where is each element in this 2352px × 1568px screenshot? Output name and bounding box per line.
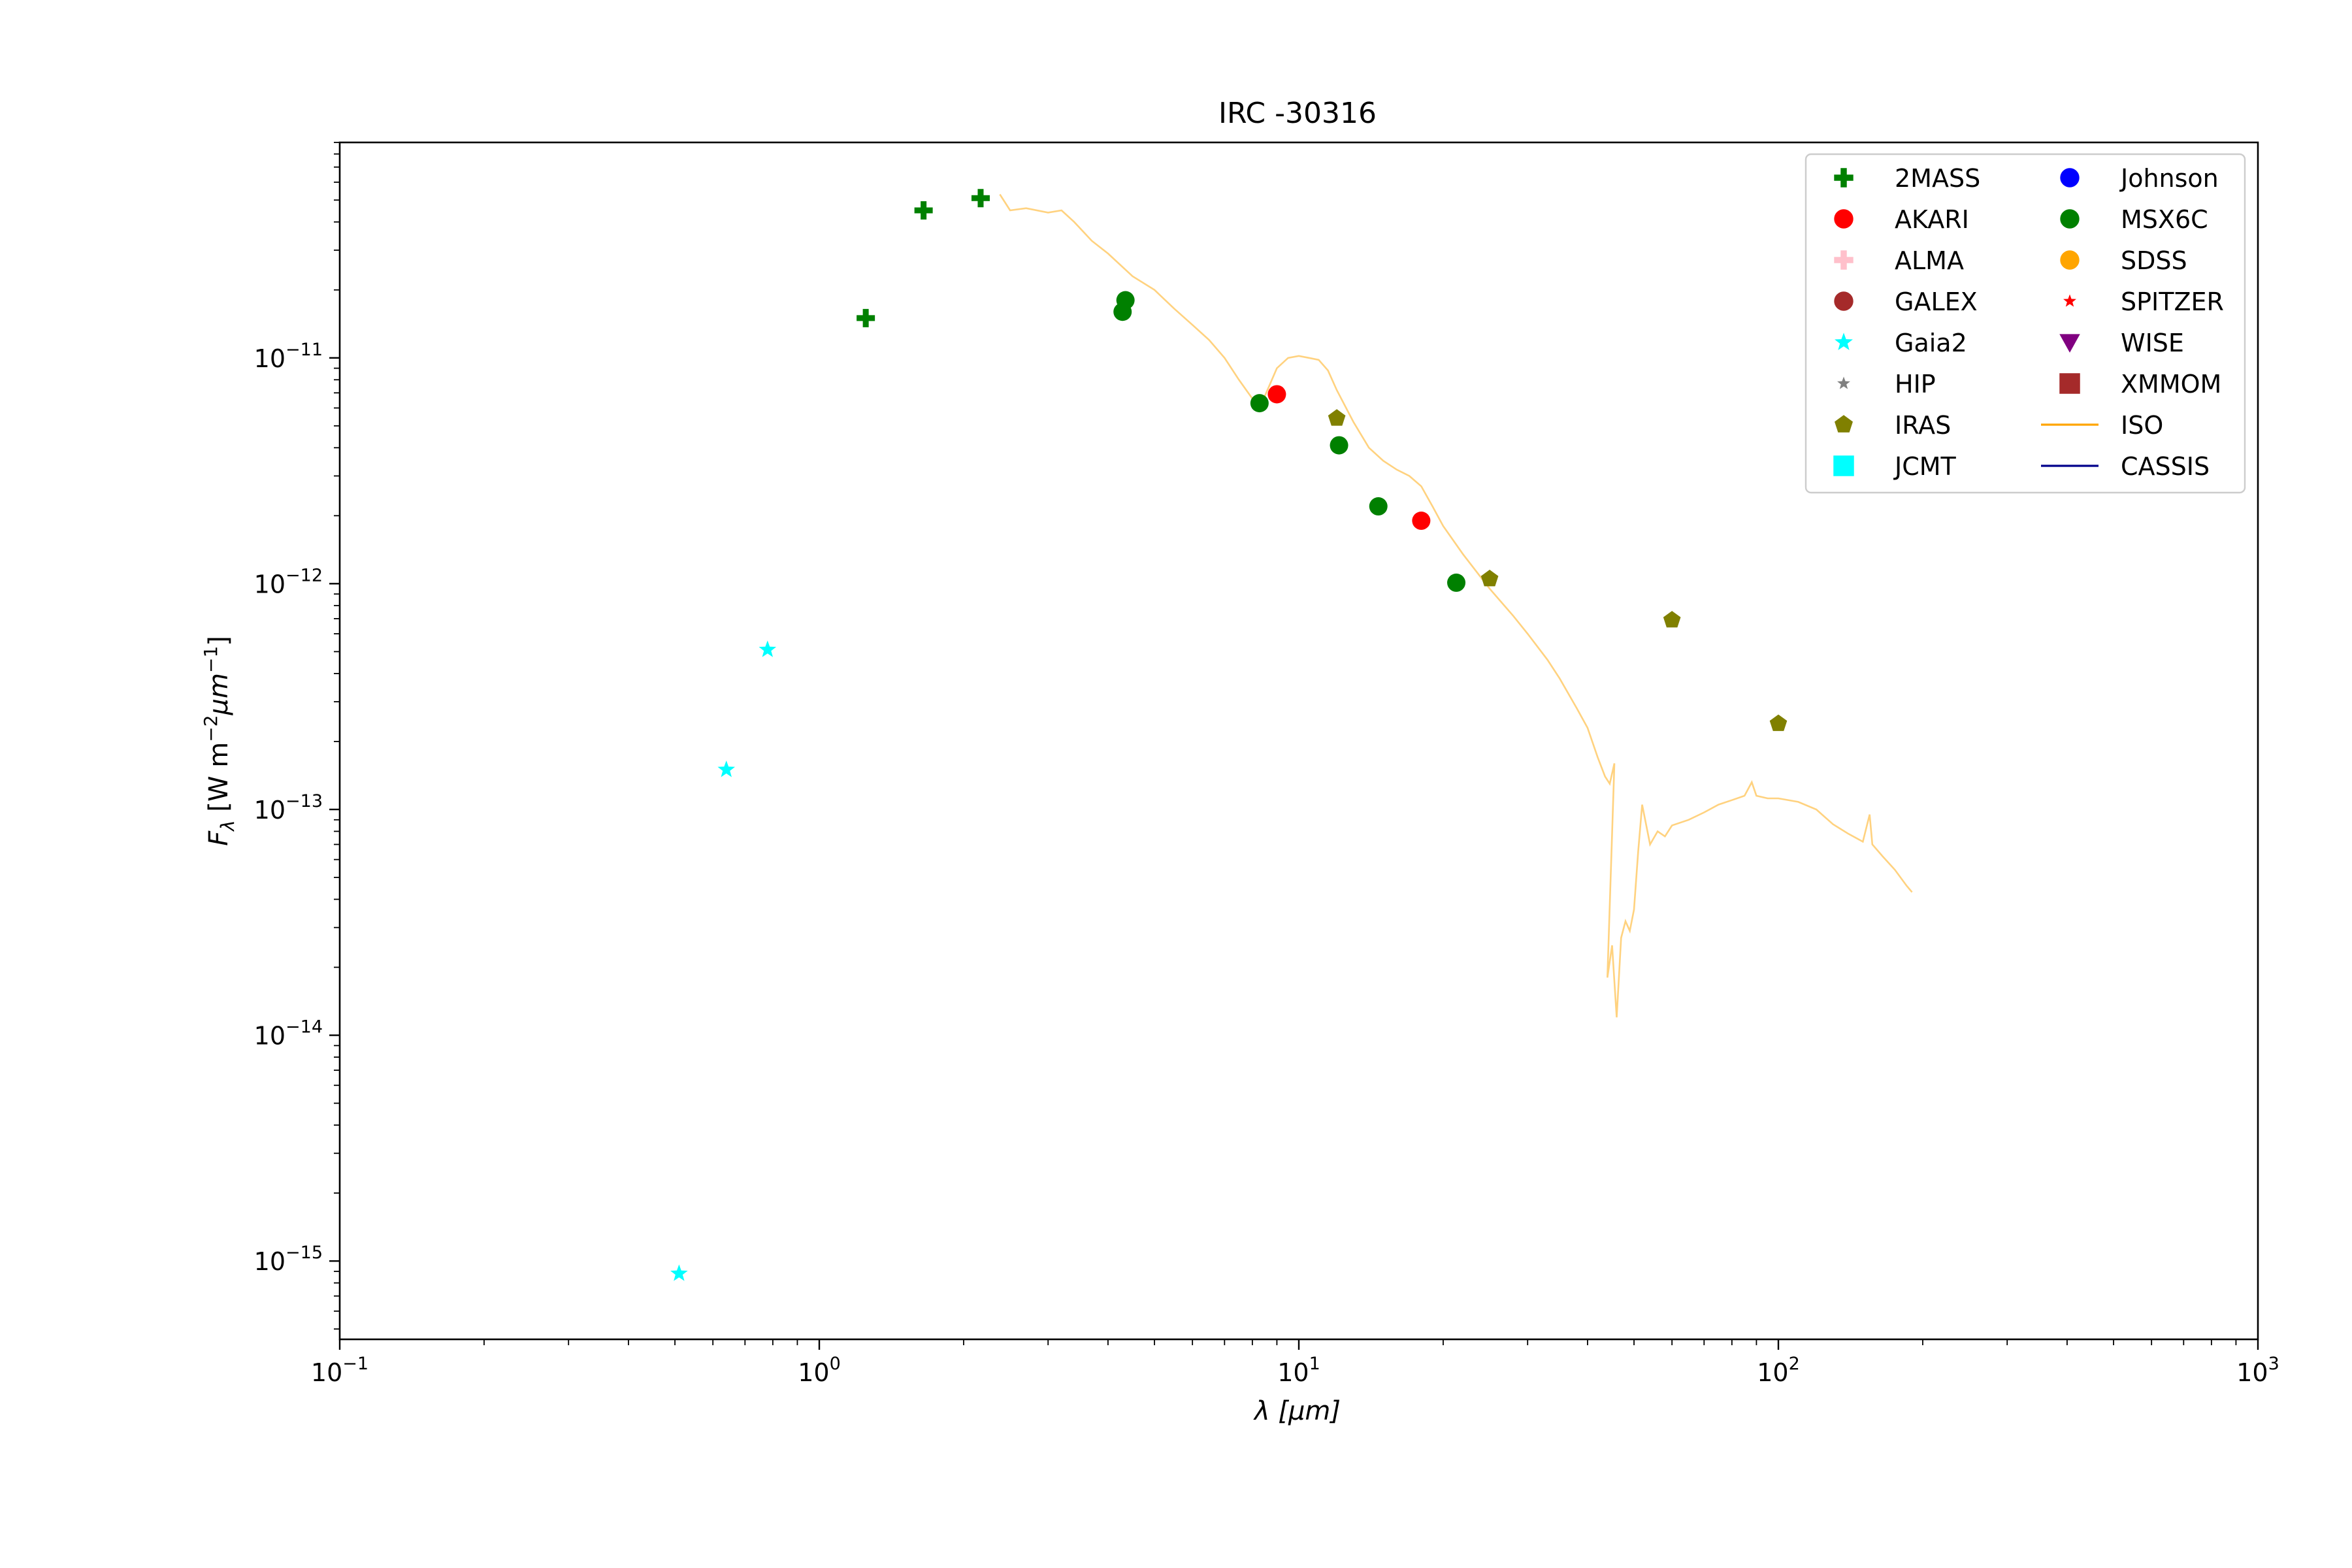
y-tick-label: 10−13: [254, 791, 323, 825]
akari-point-2: [1412, 512, 1431, 531]
y-axis-label: Fλ [W m−2μm−1]: [200, 636, 238, 846]
x-tick-label: 100: [798, 1354, 841, 1387]
legend-johnson-label: Johnson: [2119, 164, 2219, 193]
y-tick-label: 10−12: [254, 565, 323, 598]
gaia2-point-2: [717, 760, 736, 777]
msx6c-point-4: [1330, 436, 1348, 455]
msx6c-point-3: [1250, 394, 1269, 413]
legend-xmmom-label: XMMOM: [2121, 370, 2221, 399]
plot-area: [670, 189, 1913, 1281]
legend-wise-label: WISE: [2121, 329, 2184, 357]
x-tick-label: 101: [1277, 1354, 1320, 1387]
legend-alma-label: ALMA: [1895, 246, 1964, 275]
2mass-point-3: [971, 189, 990, 208]
gaia2-point-3: [759, 640, 777, 657]
iras-point-2: [1480, 570, 1499, 587]
legend-alma-swatch: [1834, 250, 1854, 270]
legend-sdss-swatch: [2060, 250, 2080, 270]
legend-galex-label: GALEX: [1895, 287, 1978, 316]
y-tick-label: 10−15: [254, 1243, 323, 1276]
legend-iso-label: ISO: [2121, 411, 2163, 440]
iras-point-1: [1328, 409, 1346, 426]
legend-iras-swatch: [1835, 415, 1853, 433]
iras-point-4: [1769, 714, 1788, 731]
chart-title: IRC -30316: [1218, 97, 1377, 130]
legend-wise-swatch: [2059, 334, 2080, 353]
2mass-point-1: [857, 308, 875, 327]
legend: 2MASS AKARI ALMA GALEX Gaia2 HIP IRAS JCMT Johns…: [1805, 153, 2246, 494]
legend-msx6c-swatch: [2060, 209, 2080, 229]
legend-hip-swatch: [1837, 376, 1850, 389]
legend-msx6c-label: MSX6C: [2121, 205, 2208, 234]
msx6c-point-2: [1116, 291, 1135, 310]
legend-cassis-label: CASSIS: [2121, 452, 2210, 481]
legend-galex-swatch: [1834, 291, 1854, 311]
legend-hip-label: HIP: [1895, 370, 1936, 399]
legend-jcmt-swatch: [1833, 455, 1854, 476]
iras-point-3: [1663, 611, 1681, 628]
legend-akari-swatch: [1834, 209, 1854, 229]
legend-sdss-label: SDSS: [2121, 246, 2187, 275]
legend-iras-label: IRAS: [1895, 411, 1951, 440]
x-tick-label: 103: [2236, 1354, 2279, 1387]
y-tick-label: 10−11: [254, 340, 323, 373]
legend-spitzer-label: SPITZER: [2121, 287, 2224, 316]
legend-jcmt-label: JCMT: [1893, 452, 1957, 481]
legend-akari-label: AKARI: [1895, 205, 1969, 234]
akari-point-1: [1267, 385, 1286, 404]
msx6c-point-6: [1447, 573, 1466, 592]
legend-2mass-swatch: [1834, 168, 1854, 188]
iso-spectrum-line: [999, 193, 1913, 1018]
x-axis-label: λ [μm]: [1253, 1396, 1341, 1426]
x-tick-label: 10−1: [311, 1354, 368, 1387]
x-tick-label: 102: [1757, 1354, 1800, 1387]
legend-johnson-swatch: [2060, 168, 2080, 188]
legend-gaia2-swatch: [1835, 333, 1853, 350]
legend-spitzer-swatch: [2063, 294, 2076, 307]
axis-ticks: 10−1 100 101 102 103 10−15 10−14 10−13 10−12 10−1…: [254, 142, 2279, 1387]
gaia2-point-1: [670, 1264, 688, 1281]
msx6c-point-5: [1369, 497, 1388, 516]
legend-2mass-label: 2MASS: [1895, 164, 1980, 193]
y-tick-label: 10−14: [254, 1017, 323, 1051]
legend-xmmom-swatch: [2059, 373, 2080, 394]
legend-gaia2-label: Gaia2: [1895, 329, 1967, 357]
2mass-point-2: [914, 201, 933, 220]
legend-box: [1805, 153, 2246, 494]
